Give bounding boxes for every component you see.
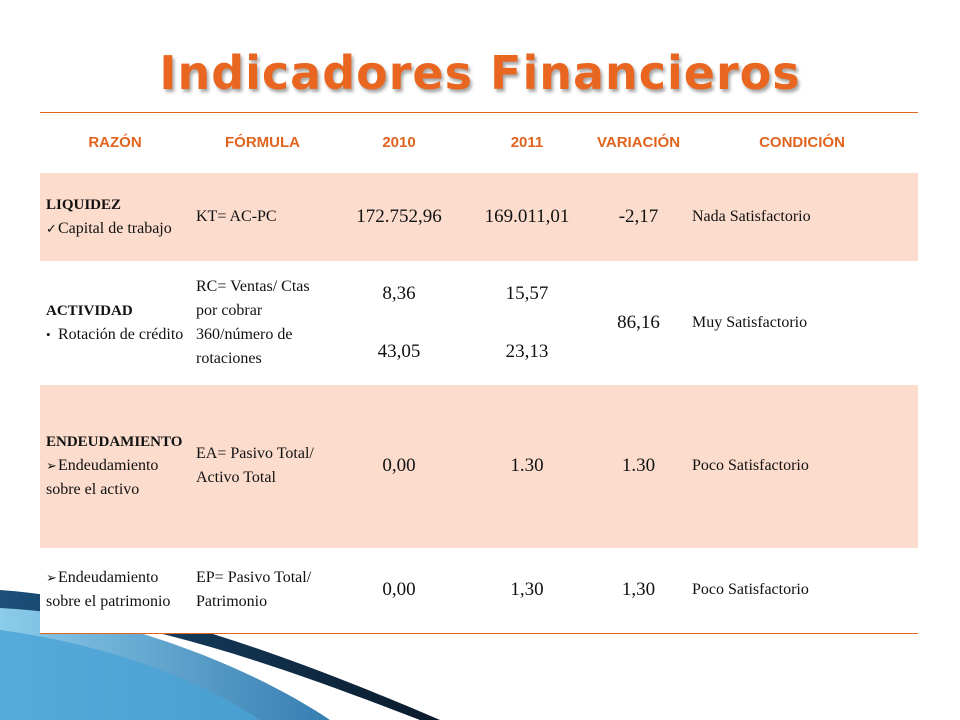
table-row: LIQUIDEZ ✓Capital de trabajo KT= AC-PC 1…	[40, 172, 918, 261]
variacion-value: 86,16	[617, 311, 660, 333]
formula-cell: EA= Pasivo Total/ Activo Total	[196, 445, 314, 486]
razon-cell: LIQUIDEZ ✓Capital de trabajo	[40, 173, 190, 261]
razon-cell: ACTIVIDAD • Rotación de crédito	[40, 261, 190, 385]
financial-indicators-table: RAZÓN FÓRMULA 2010 2011 VARIACIÓN CONDIC…	[40, 112, 918, 634]
table-row: ➢Endeudamiento sobre el patrimonio EP= P…	[40, 547, 918, 634]
razon-item: Endeudamiento sobre el activo	[46, 457, 159, 498]
condicion-value: Poco Satisfactorio	[692, 581, 809, 599]
table-row: ENDEUDAMIENTO ➢Endeudamiento sobre el ac…	[40, 384, 918, 548]
value-2010: 0,00	[382, 579, 416, 601]
value-2011: 169.011,01	[484, 205, 570, 227]
header-condicion: CONDICIÓN	[686, 112, 918, 173]
formula-cell: KT= AC-PC	[196, 207, 277, 225]
value-2011: 15,57 23,13	[463, 261, 591, 385]
formula-cell: EP= Pasivo Total/ Patrimonio	[196, 569, 312, 611]
header-variacion: VARIACIÓN	[591, 112, 686, 173]
value-2011: 1.30	[510, 455, 544, 476]
formula-cell: RC= Ventas/ Ctas por cobrar 360/número d…	[190, 261, 335, 385]
value-line: 8,36	[382, 282, 416, 304]
slide-title: Indicadores Financieros	[159, 46, 801, 100]
razon-heading: ACTIVIDAD	[46, 302, 133, 319]
bullet-icon: •	[46, 326, 51, 342]
razon-heading: LIQUIDEZ	[46, 196, 122, 213]
variacion-value: 1,30	[621, 579, 656, 601]
razon-item: Capital de trabajo	[58, 219, 172, 237]
variacion-value: 1.30	[621, 455, 656, 476]
razon-item: Endeudamiento sobre el patrimonio	[46, 569, 171, 611]
formula-line: 360/número de rotaciones	[196, 325, 293, 367]
razon-cell: ➢Endeudamiento sobre el patrimonio	[40, 548, 190, 634]
condicion-value: Nada Satisfactorio	[692, 207, 811, 225]
header-2011: 2011	[463, 112, 591, 173]
header-2010: 2010	[335, 112, 463, 173]
formula-line: RC= Ventas/ Ctas por cobrar	[196, 277, 310, 319]
condicion-value: Poco Satisfactorio	[692, 457, 809, 474]
table-row: ACTIVIDAD • Rotación de crédito RC= Venta…	[40, 260, 918, 385]
value-2010: 172.752,96	[356, 205, 442, 227]
value-line: 23,13	[505, 340, 549, 362]
decorative-swoosh	[0, 590, 440, 720]
header-razon: RAZÓN	[40, 112, 190, 173]
variacion-value: -2,17	[618, 205, 659, 227]
condicion-value: Muy Satisfactorio	[692, 313, 808, 331]
value-line: 15,57	[505, 282, 549, 304]
value-2010: 0,00	[382, 455, 416, 476]
header-formula: FÓRMULA	[190, 112, 335, 173]
value-line: 43,05	[377, 340, 421, 362]
arrowhead-icon: ➢	[46, 570, 57, 586]
checkmark-icon: ✓	[46, 220, 57, 236]
arrowhead-icon: ➢	[46, 458, 57, 473]
razon-heading: ENDEUDAMIENTO	[46, 434, 183, 450]
value-2010: 8,36 43,05	[335, 261, 463, 385]
table-header-row: RAZÓN FÓRMULA 2010 2011 VARIACIÓN CONDIC…	[40, 112, 918, 173]
razon-cell: ENDEUDAMIENTO ➢Endeudamiento sobre el ac…	[40, 385, 190, 548]
value-2011: 1,30	[510, 579, 544, 601]
razon-item: Rotación de crédito	[58, 325, 184, 343]
